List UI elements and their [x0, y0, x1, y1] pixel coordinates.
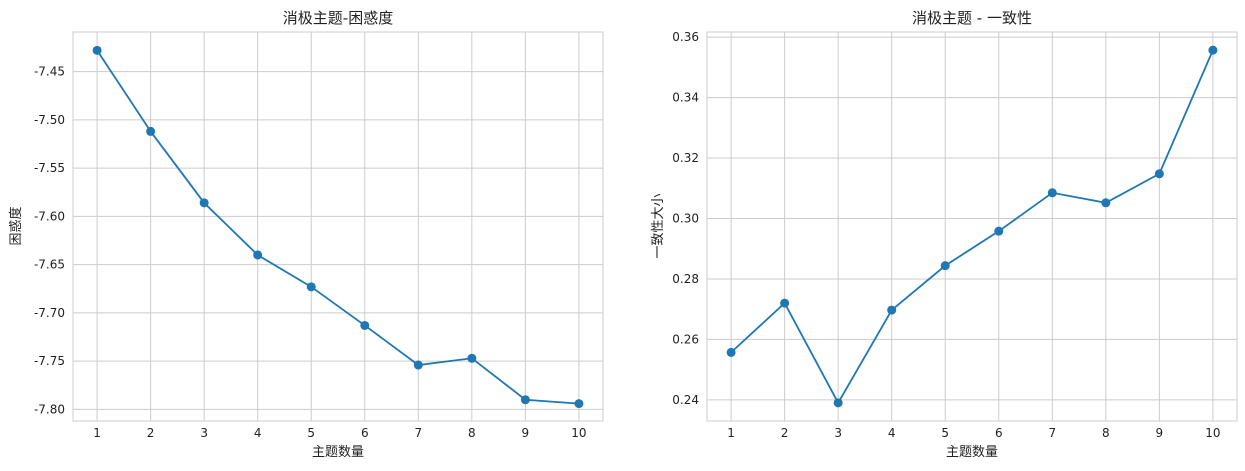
perplexity-point [360, 320, 370, 330]
coherence-x-tick-label: 1 [727, 426, 735, 440]
perplexity-point [146, 126, 156, 136]
coherence-x-gridlines [730, 32, 1214, 421]
perplexity-y-gridlines [73, 71, 603, 410]
perplexity-point [413, 360, 423, 370]
perplexity-x-tick-label: 1 [93, 426, 101, 440]
perplexity-x-axis-label: 主题数量 [312, 445, 364, 460]
perplexity-y-tick-label: -7.45 [34, 65, 65, 79]
coherence-y-tick-label: 0.30 [672, 211, 699, 225]
perplexity-x-tick-label: 3 [200, 426, 208, 440]
perplexity-point [199, 198, 209, 208]
coherence-point [887, 305, 897, 315]
coherence-line [730, 49, 1214, 405]
perplexity-x-tick-label: 9 [522, 426, 530, 440]
perplexity-x-tick-label: 8 [468, 426, 476, 440]
perplexity-point [520, 395, 530, 405]
perplexity-x-tick-label: 10 [571, 426, 586, 440]
perplexity-plot-area [72, 31, 604, 422]
coherence-y-tick-label: 0.34 [672, 91, 699, 105]
perplexity-chart: 1 2 3 4 5 6 7 8 9 10 -7.45-7.50-7.55-7.60-7.65-7.… [8, 9, 604, 460]
coherence-point [940, 261, 950, 271]
coherence-point [994, 226, 1004, 236]
coherence-x-tick-label: 9 [1156, 426, 1164, 440]
coherence-point [726, 347, 736, 357]
perplexity-y-tick-label: -7.60 [34, 209, 65, 223]
perplexity-line [96, 49, 579, 405]
perplexity-point [92, 45, 102, 55]
coherence-y-gridlines [707, 36, 1237, 401]
perplexity-x-tick-label: 7 [414, 426, 422, 440]
coherence-y-ticks: 0.24 0.26 0.28 0.30 0.32 0.34 0.36 [672, 30, 699, 407]
coherence-chart: 1 2 3 4 5 6 7 8 9 10 0.24 0.26 0.28 0.30 0.32 0.34 0.36… [651, 9, 1238, 460]
perplexity-point [574, 399, 584, 409]
perplexity-point [306, 282, 316, 292]
coherence-x-tick-label: 10 [1205, 426, 1220, 440]
perplexity-y-tick-label: -7.75 [34, 354, 65, 368]
coherence-point [1047, 188, 1057, 198]
perplexity-y-tick-label: -7.70 [34, 306, 65, 320]
coherence-x-tick-label: 5 [941, 426, 949, 440]
perplexity-y-tick-label: -7.55 [34, 161, 65, 175]
coherence-x-tick-label: 2 [781, 426, 789, 440]
coherence-x-tick-label: 8 [1102, 426, 1110, 440]
coherence-point [833, 398, 843, 408]
perplexity-y-tick-label: -7.65 [34, 258, 65, 272]
coherence-y-tick-label: 0.36 [672, 30, 699, 44]
coherence-chart-title: 消极主题 - 一致性 [912, 9, 1032, 27]
coherence-y-axis-label: 一致性大小 [651, 193, 666, 258]
perplexity-y-axis-label: 困惑度 [8, 206, 24, 245]
perplexity-x-tick-label: 2 [147, 426, 155, 440]
coherence-y-tick-label: 0.28 [672, 272, 699, 286]
coherence-y-tick-label: 0.26 [672, 332, 699, 346]
coherence-series [726, 45, 1218, 408]
perplexity-x-gridlines [96, 32, 580, 421]
coherence-x-tick-label: 3 [834, 426, 842, 440]
perplexity-series [92, 45, 584, 409]
coherence-x-axis-label: 主题数量 [946, 445, 998, 460]
coherence-point [780, 298, 790, 308]
coherence-y-tick-label: 0.24 [672, 393, 699, 407]
perplexity-x-tick-label: 4 [254, 426, 262, 440]
coherence-x-ticks: 1 2 3 4 5 6 7 8 9 10 [727, 426, 1220, 440]
coherence-x-tick-label: 4 [888, 426, 896, 440]
perplexity-x-tick-label: 6 [361, 426, 369, 440]
perplexity-point [467, 353, 477, 363]
perplexity-x-ticks: 1 2 3 4 5 6 7 8 9 10 [93, 426, 586, 440]
perplexity-y-tick-label: -7.80 [34, 402, 65, 416]
coherence-y-tick-label: 0.32 [672, 151, 699, 165]
perplexity-y-tick-label: -7.50 [34, 113, 65, 127]
perplexity-chart-title: 消极主题-困惑度 [283, 9, 393, 27]
coherence-point [1101, 198, 1111, 208]
perplexity-y-ticks: -7.45 -7.50 -7.55 -7.60 -7.65 -7.70 -7.75 -7.80 [34, 65, 65, 417]
coherence-x-tick-label: 7 [1048, 426, 1056, 440]
coherence-x-tick-label: 6 [995, 426, 1003, 440]
coherence-point [1208, 45, 1218, 55]
perplexity-point [253, 250, 263, 260]
perplexity-x-tick-label: 5 [307, 426, 315, 440]
coherence-plot-area [706, 31, 1238, 422]
coherence-point [1154, 169, 1164, 179]
